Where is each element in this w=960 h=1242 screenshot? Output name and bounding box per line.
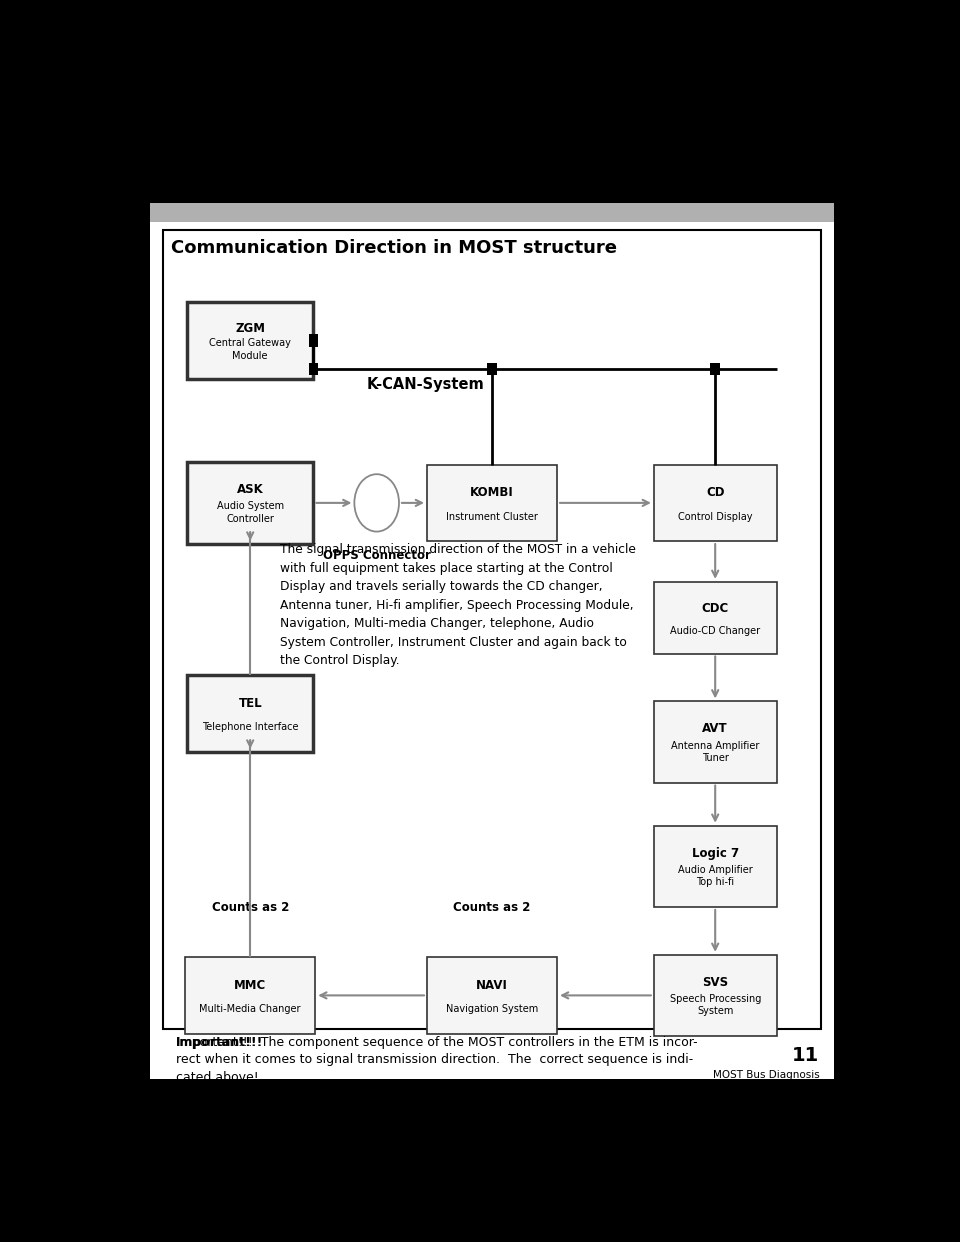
Text: Important!!!  The component sequence of the MOST controllers in the ETM is incor: Important!!! The component sequence of t… [176, 1036, 697, 1083]
Text: Instrument Cluster: Instrument Cluster [446, 512, 538, 522]
Text: Communication Direction in MOST structure: Communication Direction in MOST structur… [171, 238, 616, 257]
Text: Multi-Media Changer: Multi-Media Changer [200, 1005, 300, 1015]
Text: NAVI: NAVI [476, 979, 508, 992]
Text: Important!!!: Important!!! [176, 1036, 263, 1048]
Bar [308, 363, 319, 375]
Text: 11: 11 [792, 1046, 820, 1066]
Text: Logic 7: Logic 7 [691, 847, 739, 859]
Text: Antenna Amplifier
Tuner: Antenna Amplifier Tuner [671, 740, 759, 763]
Bar [654, 465, 777, 542]
Text: Central Gateway
Module: Central Gateway Module [209, 338, 291, 360]
Bar [710, 363, 720, 375]
Text: MOST Bus Diagnosis: MOST Bus Diagnosis [712, 1071, 820, 1081]
Bar [654, 826, 777, 907]
Text: Telephone Interface: Telephone Interface [202, 722, 299, 732]
Bar [187, 302, 313, 379]
Text: K-CAN-System: K-CAN-System [366, 376, 484, 391]
Text: CDC: CDC [702, 602, 729, 615]
Bar [487, 363, 497, 375]
Text: KOMBI: KOMBI [470, 487, 514, 499]
Text: Counts as 2: Counts as 2 [211, 900, 289, 914]
Text: Audio System
Controller: Audio System Controller [217, 502, 284, 524]
Text: MMC: MMC [234, 979, 266, 992]
Bar [187, 676, 313, 751]
Bar [150, 176, 834, 202]
Text: OPPS Connector: OPPS Connector [323, 549, 431, 561]
Bar [654, 955, 777, 1036]
Text: Audio-CD Changer: Audio-CD Changer [670, 626, 760, 636]
Text: AVT: AVT [703, 723, 728, 735]
Bar [150, 202, 834, 222]
Text: CD: CD [706, 487, 725, 499]
Text: Control Display: Control Display [678, 512, 753, 522]
Text: SVS: SVS [702, 976, 729, 989]
Bar [654, 581, 777, 653]
Text: Audio Amplifier
Top hi-fi: Audio Amplifier Top hi-fi [678, 864, 753, 887]
Bar [427, 958, 557, 1033]
Text: TEL: TEL [238, 697, 262, 710]
Text: Navigation System: Navigation System [445, 1005, 539, 1015]
Bar [187, 462, 313, 544]
Bar [427, 465, 557, 542]
Bar [654, 702, 777, 782]
Text: Speech Processing
System: Speech Processing System [669, 994, 761, 1016]
Bar [185, 958, 315, 1033]
Text: ASK: ASK [237, 483, 264, 497]
Text: ZGM: ZGM [235, 322, 265, 334]
Text: The signal transmission direction of the MOST in a vehicle
with full equipment t: The signal transmission direction of the… [280, 543, 636, 667]
Bar [163, 230, 821, 1028]
Text: Counts as 2: Counts as 2 [453, 900, 531, 914]
Bar [308, 334, 319, 347]
